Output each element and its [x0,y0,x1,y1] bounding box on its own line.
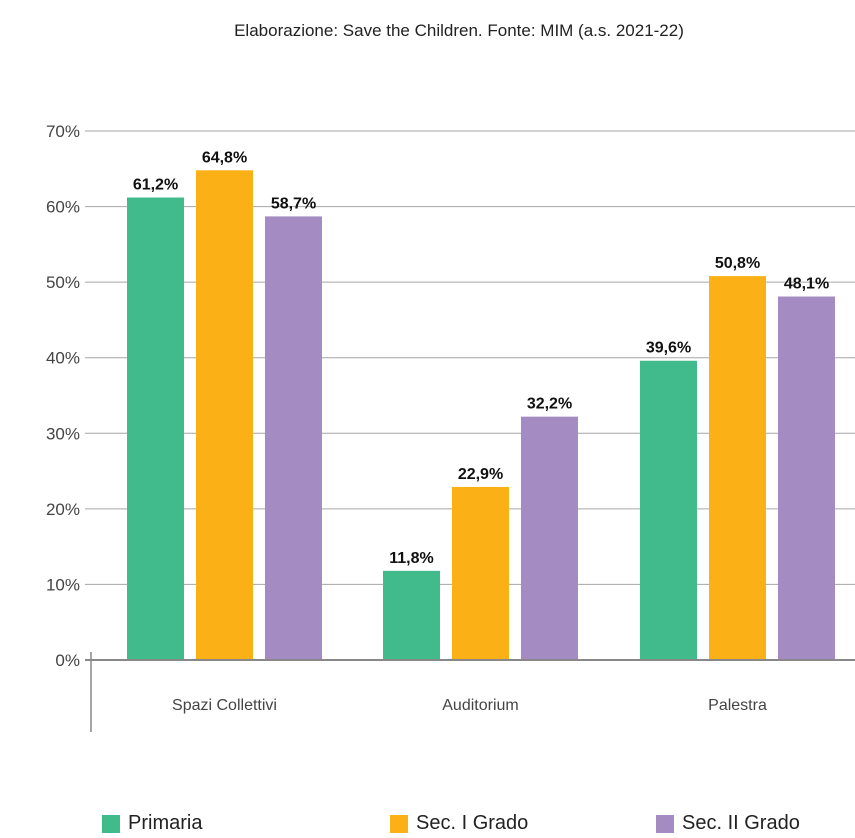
bar [640,360,697,660]
y-tick-label: 30% [46,424,80,443]
y-axis: 0% 10% 20% 30% 40% 50% 60% 70% [46,122,80,670]
bar [521,416,578,660]
bar [127,197,184,660]
x-tick-label: Palestra [708,697,767,714]
y-tick-label: 40% [46,349,80,368]
data-label: 50,8% [715,255,760,272]
legend-item-sec-i-grado: Sec. I Grado [390,812,528,835]
legend-label-sec-ii-grado: Sec. II Grado [682,812,800,834]
legend-swatch-primaria [102,814,120,833]
x-axis: Spazi Collettivi Auditorium Palestra [85,652,855,732]
bar [383,570,440,660]
data-label: 64,8% [202,149,247,166]
y-tick-label: 20% [46,500,80,519]
legend: Primaria Sec. I Grado Sec. II Grado [0,812,855,838]
y-tick-label: 0% [55,651,80,670]
legend-item-primaria: Primaria [102,812,202,835]
legend-label-primaria: Primaria [128,812,203,834]
y-tick-label: 70% [46,122,80,141]
bar [778,296,835,660]
bar [196,170,253,660]
chart-subtitle: Elaborazione: Save the Children. Fonte: … [234,21,684,40]
x-tick-label: Auditorium [442,697,518,714]
data-label: 61,2% [133,177,178,194]
bar [452,486,509,660]
x-tick-label: Spazi Collettivi [172,697,277,714]
legend-item-sec-ii-grado: Sec. II Grado [656,812,800,835]
y-tick-label: 60% [46,198,80,217]
y-tick-label: 10% [46,575,80,594]
legend-label-sec-i-grado: Sec. I Grado [416,812,529,834]
data-label: 48,1% [784,276,829,293]
data-label: 11,8% [389,550,433,567]
legend-swatch-sec-i-grado [390,814,408,833]
data-label: 58,7% [271,195,316,212]
bar [265,216,322,660]
data-label: 22,9% [458,466,503,483]
data-label: 32,2% [527,396,572,413]
data-label: 39,6% [646,340,691,357]
y-tick-label: 50% [46,273,80,292]
bars: 61,2% 11,8% 39,6% 64,8% 22,9% 50,8% 58,7% 32,2%… [127,149,835,660]
bar [709,276,766,660]
legend-swatch-sec-ii-grado [656,814,674,833]
